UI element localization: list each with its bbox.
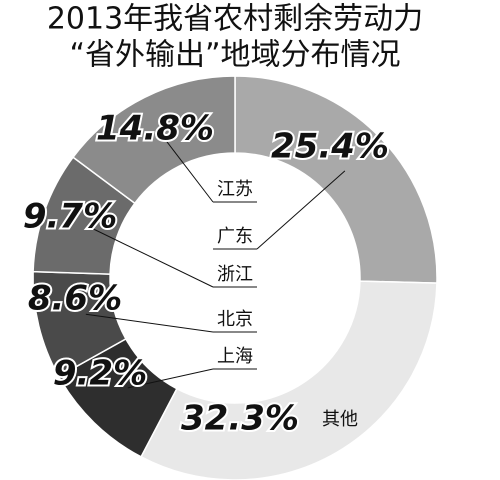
slice	[140, 280, 438, 480]
leader-line	[165, 140, 214, 203]
slice	[234, 75, 438, 284]
value-label: 14.8%	[96, 109, 214, 149]
category-label: 北京	[217, 309, 253, 330]
category-label: 广东	[217, 226, 253, 247]
category-label: 江苏	[217, 179, 253, 200]
category-label: 浙江	[217, 264, 253, 285]
category-label: 上海	[217, 346, 253, 367]
value-label: 8.6%	[28, 279, 122, 319]
leader-line	[127, 368, 214, 389]
value-label: 9.7%	[23, 197, 117, 237]
value-label: 9.2%	[53, 354, 147, 394]
slice	[72, 75, 236, 205]
chart-title: 2013年我省农村剩余劳动力	[47, 2, 423, 37]
value-label: 25.4%	[271, 127, 389, 167]
value-label: 32.3%	[181, 399, 299, 439]
leader-line	[85, 313, 214, 333]
leader-line	[256, 170, 346, 250]
leader-line	[89, 226, 214, 288]
category-label: 其他	[322, 409, 358, 430]
chart-subtitle: “省外输出”地域分布情况	[69, 38, 400, 73]
